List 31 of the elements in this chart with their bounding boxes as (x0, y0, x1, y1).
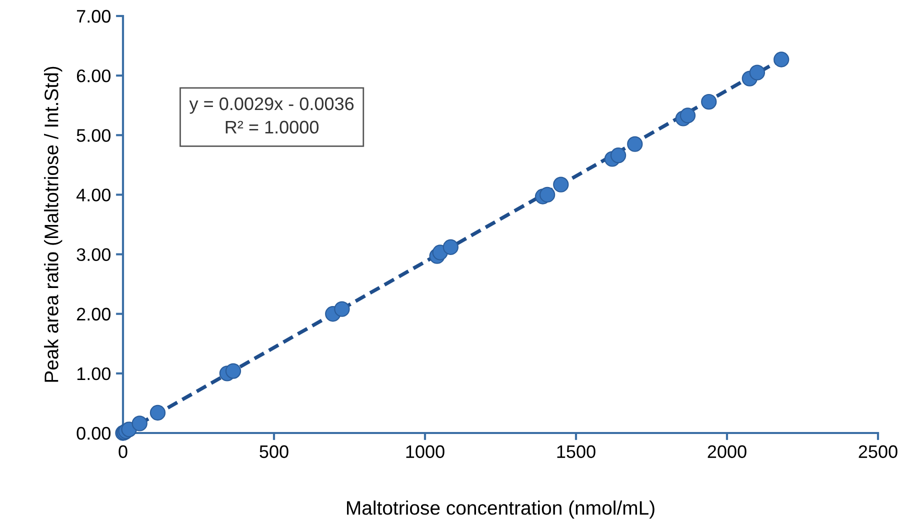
y-tick-label: 7.00 (76, 10, 110, 23)
point (442, 239, 459, 255)
point (610, 148, 626, 164)
x-tick-label: 2000 (708, 445, 746, 458)
y-tick-label: 0.00 (76, 426, 110, 440)
point (334, 301, 350, 317)
x-tick-label: 2500 (858, 445, 898, 458)
x-axis-title: Maltotriose concentration (nmol/mL) (347, 500, 654, 519)
point (150, 404, 166, 421)
y-tick-label: 3.00 (76, 248, 110, 262)
point (539, 186, 556, 203)
y-tick-label: 1.00 (77, 367, 110, 380)
point (225, 363, 242, 379)
y-axis-title: Peak area ratio (Maltotriose / Int.Std) (44, 66, 62, 382)
x-tick-label: 500 (260, 445, 288, 458)
point (553, 176, 569, 192)
point (680, 108, 696, 124)
x-tick-label: 1500 (557, 445, 596, 458)
x-tick-label: 1000 (406, 445, 444, 458)
y-tick-label: 2.00 (76, 308, 110, 321)
y-tick-label: 4.00 (76, 188, 110, 202)
x-tick-label: 0 (118, 445, 128, 458)
point (132, 416, 148, 432)
y-tick-label: 6.00 (76, 70, 110, 82)
y-tick-label: 5.00 (76, 129, 110, 142)
point (774, 52, 790, 68)
annotation: R² = 1.0000 (226, 120, 319, 134)
point (701, 94, 717, 110)
annotation: y = 0.0029x - 0.0036 (189, 97, 354, 114)
point (749, 64, 766, 80)
point (627, 136, 643, 152)
